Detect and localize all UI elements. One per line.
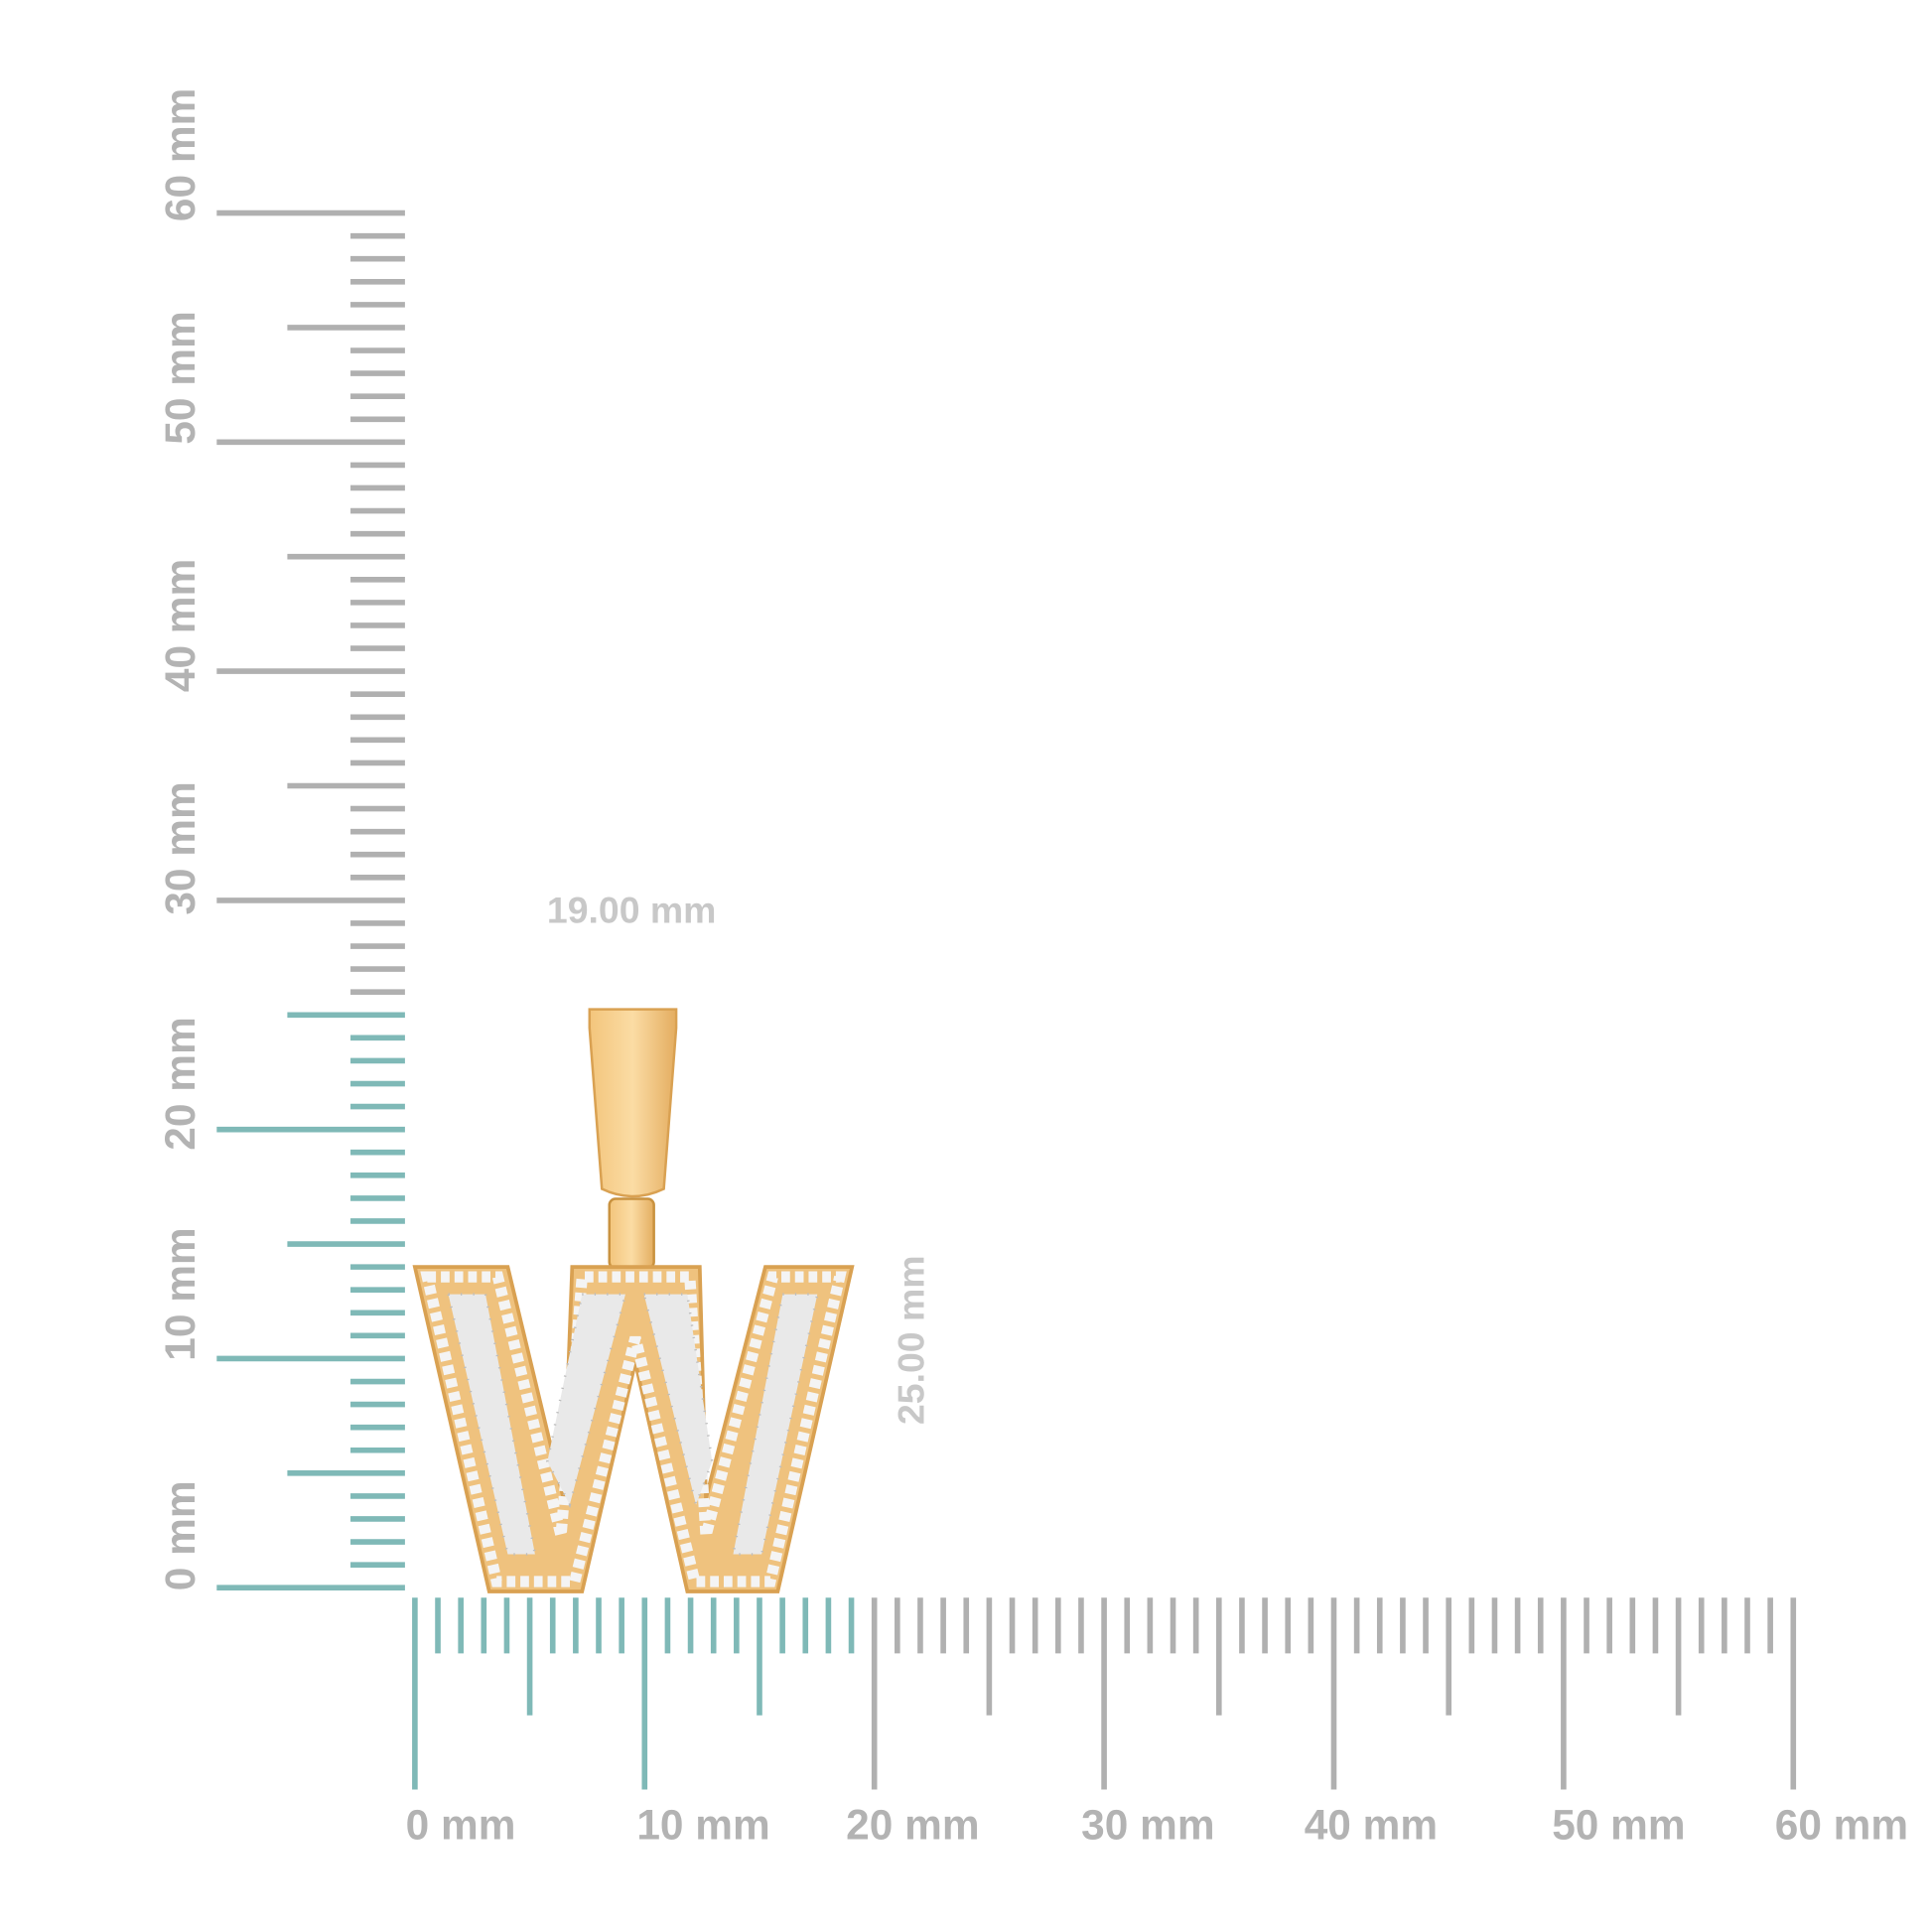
v-ruler-label: 50 mm (157, 311, 204, 444)
v-ruler-label: 10 mm (157, 1227, 204, 1360)
h-ruler-label: 50 mm (1552, 1801, 1685, 1848)
h-ruler-label: 20 mm (846, 1801, 979, 1848)
bail (588, 1008, 678, 1198)
bail-connector (608, 1197, 655, 1270)
h-ruler-label: 30 mm (1081, 1801, 1214, 1848)
h-ruler-label: 40 mm (1305, 1801, 1438, 1848)
h-ruler-label: 60 mm (1775, 1801, 1908, 1848)
width-label: 19.00 mm (547, 889, 717, 930)
pave-border (420, 1271, 847, 1587)
baguettes (447, 1293, 819, 1556)
v-ruler-label: 20 mm (157, 1017, 204, 1150)
v-ruler-label: 0 mm (157, 1480, 204, 1590)
pendant (412, 1008, 855, 1593)
h-ruler-label: 10 mm (636, 1801, 769, 1848)
h-ruler-label: 0 mm (406, 1801, 516, 1848)
v-ruler-label: 60 mm (157, 88, 204, 221)
v-ruler-label: 30 mm (157, 781, 204, 914)
rulers: 0 mm 10 mm 20 mm 30 mm 40 mm 50 mm 60 mm 0 mm 10… (157, 88, 1908, 1849)
v-ruler-label: 40 mm (157, 559, 204, 692)
height-label: 25.00 mm (890, 1255, 931, 1425)
